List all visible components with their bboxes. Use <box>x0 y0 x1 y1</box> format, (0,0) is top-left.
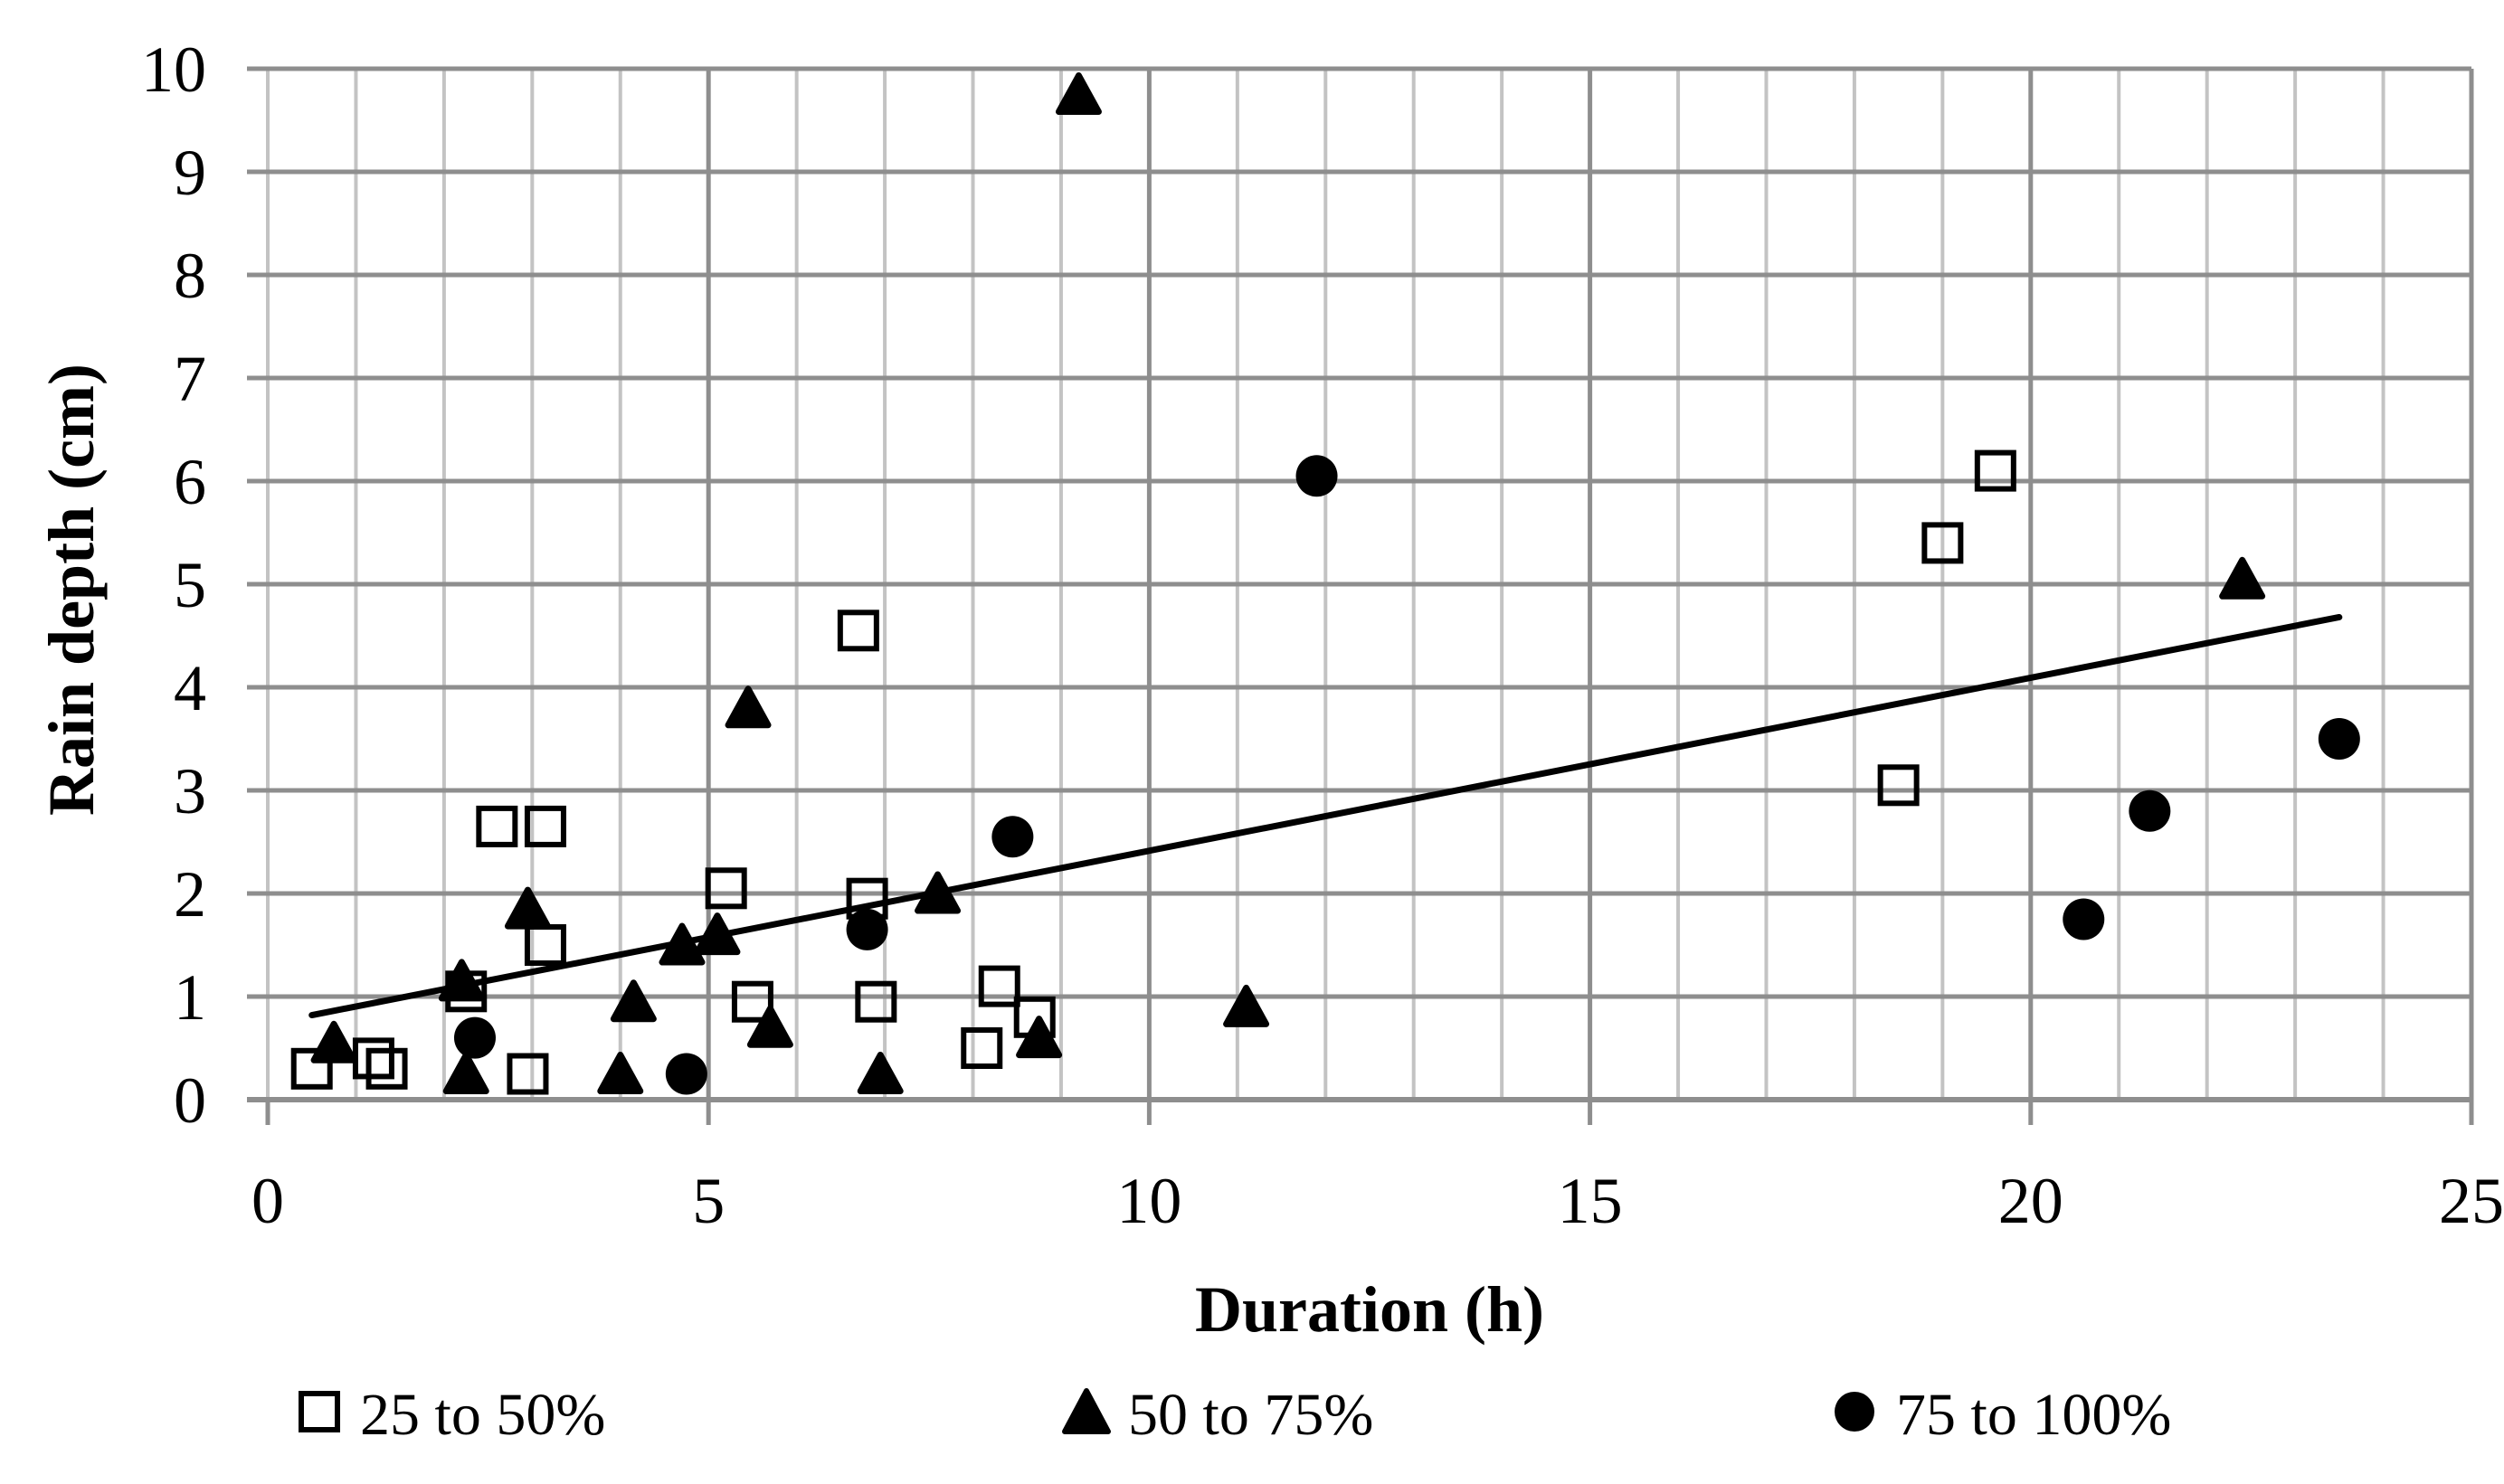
data-point-open-square <box>837 610 879 652</box>
y-tick-label: 4 <box>174 652 206 724</box>
data-point-open-square <box>290 1047 333 1090</box>
data-points-layer <box>290 72 2360 1095</box>
y-tick-label: 0 <box>174 1064 206 1137</box>
data-point-filled-triangle <box>310 1020 357 1063</box>
x-axis-title: Duration (h) <box>1195 1273 1544 1346</box>
x-tick-label: 20 <box>1998 1165 2063 1237</box>
legend-filled-circle-icon <box>1835 1392 1874 1432</box>
y-tick-label: 3 <box>174 755 206 827</box>
data-point-open-square <box>524 805 566 847</box>
x-tick-label: 5 <box>692 1165 725 1237</box>
data-point-filled-triangle <box>610 979 657 1023</box>
y-tick-label: 8 <box>174 240 206 312</box>
legend-label-75-100: 75 to 100% <box>1896 1382 2171 1448</box>
y-tick-label: 5 <box>174 549 206 621</box>
x-tick-label: 10 <box>1116 1165 1181 1237</box>
data-point-open-square <box>352 1037 394 1080</box>
data-point-open-square <box>1877 764 1920 807</box>
data-point-filled-triangle <box>694 912 741 956</box>
legend-label-25-50: 25 to 50% <box>360 1382 605 1448</box>
data-point-open-square <box>1921 522 1964 564</box>
y-tick-label: 1 <box>174 961 206 1034</box>
x-tick-label: 0 <box>251 1165 284 1237</box>
data-point-filled-triangle <box>442 1052 489 1094</box>
data-point-open-square <box>978 965 1020 1007</box>
data-point-filled-circle <box>846 908 888 950</box>
data-point-open-square <box>507 1053 549 1095</box>
y-tick-label: 10 <box>141 33 206 106</box>
data-point-filled-circle <box>665 1053 707 1095</box>
data-point-filled-circle <box>2063 898 2105 940</box>
data-point-filled-triangle <box>1055 72 1102 115</box>
data-point-filled-triangle <box>857 1052 904 1094</box>
y-tick-label: 7 <box>174 343 206 415</box>
legend-label-50-75: 50 to 75% <box>1128 1382 1373 1448</box>
data-point-open-square <box>855 980 897 1023</box>
data-point-filled-triangle <box>438 959 485 1002</box>
data-point-open-square <box>731 980 773 1023</box>
data-point-filled-circle <box>1295 455 1338 497</box>
data-point-filled-triangle <box>915 871 962 914</box>
x-tick-label: 25 <box>2439 1165 2504 1237</box>
gridlines-major <box>247 66 2474 1125</box>
data-point-filled-triangle <box>504 886 551 930</box>
data-point-filled-triangle <box>1223 984 1270 1027</box>
tick-labels-layer: 0 1 2 3 4 5 6 7 8 9 10 0 5 10 15 20 25 <box>141 33 2504 1237</box>
data-point-open-square <box>961 1027 1003 1069</box>
y-axis-title: Rain depth (cm) <box>35 364 108 816</box>
data-point-open-square <box>705 867 747 910</box>
trend-line <box>308 613 2343 1019</box>
data-point-filled-circle <box>453 1016 496 1059</box>
y-tick-label: 2 <box>174 858 206 931</box>
legend-open-square-icon <box>299 1391 340 1432</box>
data-point-filled-triangle <box>725 685 772 729</box>
y-tick-label: 6 <box>174 446 206 518</box>
data-point-filled-triangle <box>2219 556 2266 600</box>
legend-filled-triangle-icon <box>1062 1388 1111 1434</box>
data-point-filled-triangle <box>597 1052 644 1094</box>
data-point-open-square <box>1974 449 2016 492</box>
data-point-filled-circle <box>2129 789 2171 832</box>
trend-line-layer <box>308 613 2343 1019</box>
data-point-open-square <box>476 805 518 847</box>
data-point-filled-triangle <box>659 922 706 966</box>
data-point-filled-triangle <box>746 1005 793 1048</box>
legend: 25 to 50% 50 to 75% 75 to 100% <box>299 1382 2171 1448</box>
y-tick-label: 9 <box>174 137 206 209</box>
data-point-filled-circle <box>2318 718 2360 760</box>
data-point-filled-circle <box>991 816 1034 858</box>
data-point-open-square <box>365 1047 408 1090</box>
x-tick-label: 15 <box>1558 1165 1623 1237</box>
data-point-filled-triangle <box>1016 1016 1063 1059</box>
